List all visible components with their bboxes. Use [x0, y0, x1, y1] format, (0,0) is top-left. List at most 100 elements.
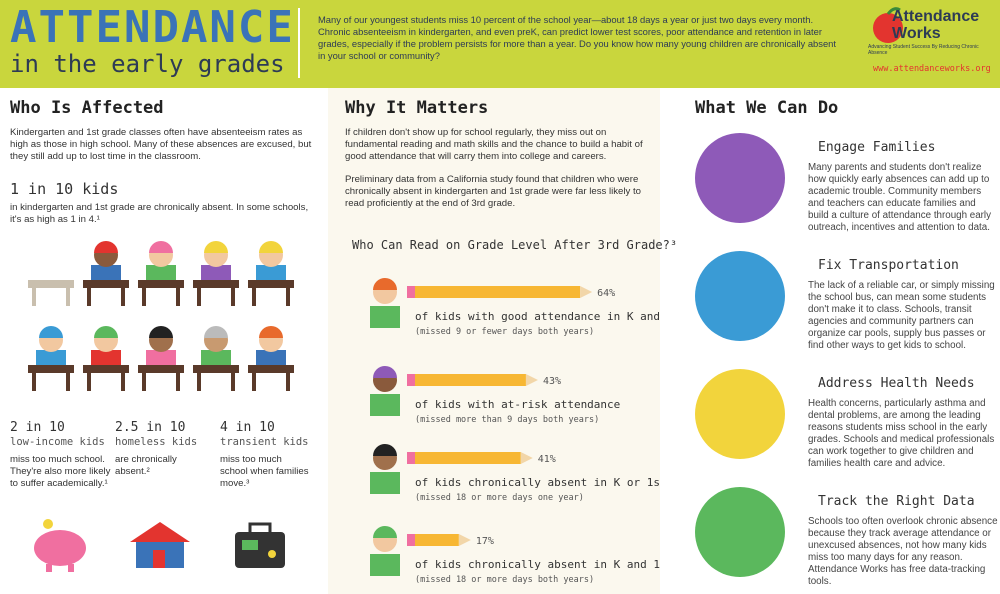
desk-leg	[66, 288, 70, 306]
pencil-tip	[525, 374, 538, 386]
header	[0, 0, 1000, 88]
eraser	[407, 534, 415, 546]
stat: 1 in 10 kids	[10, 180, 119, 198]
text: Preliminary data from a California study…	[345, 174, 641, 210]
pencil-tip	[520, 452, 533, 464]
desk-leg	[252, 288, 256, 306]
item-title: Address Health Needs	[818, 376, 975, 391]
kid-hair	[94, 326, 118, 338]
item-text: Schools too often overlook chronic absen…	[808, 516, 998, 587]
value-label: 64%	[597, 288, 615, 299]
desk	[248, 280, 294, 288]
group-stat: 2.5 in 10	[115, 420, 186, 435]
kid-body	[201, 265, 231, 281]
action-icons	[695, 133, 785, 577]
desk-leg	[231, 288, 235, 306]
item-text: Health concerns, particularly asthma and…	[808, 398, 995, 469]
kid-body	[91, 265, 121, 281]
book	[370, 472, 400, 494]
desk-leg	[87, 288, 91, 306]
bar	[415, 374, 526, 386]
item-title: Track the Right Data	[818, 494, 975, 509]
note: (missed 18 or more days one year)	[415, 493, 584, 503]
text: If children don't show up for school reg…	[345, 127, 643, 163]
icon	[695, 487, 785, 577]
note: (missed 9 or fewer days both years)	[415, 327, 594, 337]
desk-leg	[176, 288, 180, 306]
desk-leg	[142, 373, 146, 391]
kid-hair	[204, 326, 228, 338]
kid-body	[201, 350, 231, 366]
middle-column	[328, 88, 660, 594]
kid-hair	[149, 326, 173, 338]
note: (missed more than 9 days both years)	[415, 415, 599, 425]
icon	[695, 251, 785, 341]
bar	[415, 286, 581, 298]
kid-hair	[373, 366, 397, 378]
icon	[695, 369, 785, 459]
tagline: Advancing Student Success By Reducing Ch…	[868, 44, 979, 56]
item-text: Many parents and students don't realize …	[808, 162, 991, 233]
heading: What We Can Do	[695, 98, 839, 118]
heading: Who Is Affected	[10, 98, 164, 118]
group-who: low-income kids	[10, 436, 105, 448]
subtitle: in the early grades	[10, 50, 285, 78]
desk	[83, 280, 129, 288]
eraser	[407, 452, 415, 464]
divider	[298, 8, 300, 78]
desk-leg	[142, 288, 146, 306]
kid-hair	[373, 526, 397, 538]
kid-hair	[373, 278, 397, 290]
intro: Many of our youngest students miss 10 pe…	[318, 14, 836, 61]
group-text: miss too much school when families move.…	[220, 454, 309, 490]
kid-body	[146, 350, 176, 366]
title: ATTENDANCE	[10, 2, 295, 53]
group-who: transient kids	[220, 436, 309, 448]
kid-hair	[259, 326, 283, 338]
kid-hair	[149, 241, 173, 253]
desk-leg	[231, 373, 235, 391]
desk-leg	[87, 373, 91, 391]
desk	[193, 280, 239, 288]
kid-body	[256, 265, 286, 281]
heading: Why It Matters	[345, 98, 489, 118]
chart-title: Who Can Read on Grade Level After 3rd Gr…	[352, 238, 678, 252]
classroom-illustration	[28, 241, 294, 391]
group-text: are chronically absent.²	[115, 454, 177, 478]
book	[370, 306, 400, 328]
eraser	[407, 286, 415, 298]
group-who: homeless kids	[115, 436, 198, 448]
eraser	[407, 374, 415, 386]
value-label: 17%	[476, 536, 494, 547]
value-label: 41%	[538, 454, 556, 465]
desk-leg	[197, 288, 201, 306]
icons	[34, 519, 285, 572]
item-text: The lack of a reliable car, or simply mi…	[808, 280, 995, 351]
value-label: 43%	[543, 376, 561, 387]
kid-hair	[259, 241, 283, 253]
category-label: of kids chronically absent in K or 1st	[415, 476, 660, 489]
desk-leg	[32, 288, 36, 306]
desk-leg	[197, 373, 201, 391]
book	[370, 554, 400, 576]
desk-leg	[121, 373, 125, 391]
kid-hair	[204, 241, 228, 253]
group-text: miss too much school. They're also more …	[10, 454, 111, 490]
desk-leg	[286, 288, 290, 306]
kid-hair	[39, 326, 63, 338]
text: in kindergarten and 1st grade are chroni…	[10, 202, 309, 226]
chart: 64% of kids with good attendance in K and…	[370, 278, 660, 585]
category-label: of kids with good attendance in K and 1s…	[415, 310, 660, 323]
bar	[415, 452, 521, 464]
desk	[248, 365, 294, 373]
book	[370, 394, 400, 416]
item-title: Engage Families	[818, 140, 936, 155]
kid-body	[36, 350, 66, 366]
desk-leg	[32, 373, 36, 391]
kid-body	[146, 265, 176, 281]
item-title: Fix Transportation	[818, 258, 959, 273]
desk-leg	[252, 373, 256, 391]
text: Kindergarten and 1st grade classes often…	[10, 127, 312, 163]
url: www.attendanceworks.org	[873, 64, 991, 74]
